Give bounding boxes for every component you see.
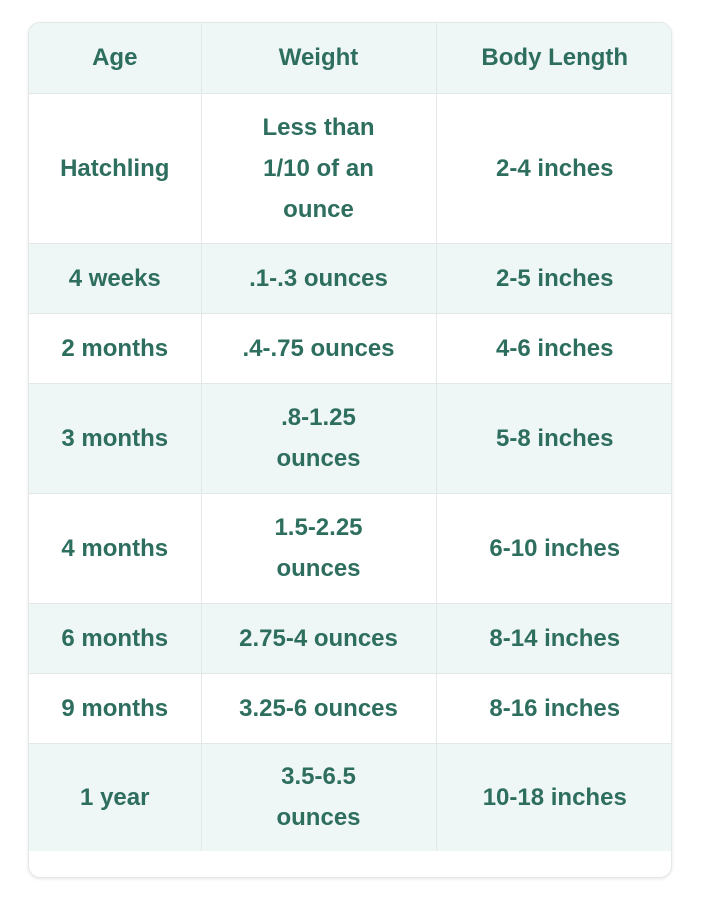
header-age: Age xyxy=(29,23,202,94)
cell-age: 4 months xyxy=(29,493,202,604)
table-row: 6 months 2.75-4 ounces 8-14 inches xyxy=(29,603,671,674)
cell-body-length: 2-5 inches xyxy=(436,243,671,314)
cell-age: 1 year xyxy=(29,743,202,851)
header-weight: Weight xyxy=(201,23,437,94)
cell-body-length: 8-16 inches xyxy=(436,673,671,744)
table-header: Age Weight Body Length xyxy=(29,23,671,94)
cell-body-length: 2-4 inches xyxy=(436,93,671,244)
cell-age: 2 months xyxy=(29,313,202,384)
growth-table: Age Weight Body Length Hatchling Less th… xyxy=(29,23,671,851)
table-row: 1 year 3.5-6.5 ounces 10-18 inches xyxy=(29,743,671,851)
cell-body-length: 4-6 inches xyxy=(436,313,671,384)
table-row: 2 months .4-.75 ounces 4-6 inches xyxy=(29,313,671,384)
cell-body-length: 10-18 inches xyxy=(482,783,627,811)
header-body-length: Body Length xyxy=(436,23,671,94)
growth-table-card: Age Weight Body Length Hatchling Less th… xyxy=(28,22,672,878)
cell-weight: 2.75-4 ounces xyxy=(201,603,437,674)
cell-body-length: 6-10 inches xyxy=(436,493,671,604)
cell-body-length: 5-8 inches xyxy=(436,383,671,494)
cell-age: 4 weeks xyxy=(29,243,202,314)
cell-weight: .8-1.25 ounces xyxy=(201,383,437,494)
cell-body-length: 8-14 inches xyxy=(436,603,671,674)
cell-weight: Less than 1/10 of an ounce xyxy=(201,93,437,244)
cell-weight: .1-.3 ounces xyxy=(201,243,437,314)
cell-weight: 3.5-6.5 ounces xyxy=(201,743,437,851)
table-row: Hatchling Less than 1/10 of an ounce 2-4… xyxy=(29,93,671,244)
cell-age: 3 months xyxy=(29,383,202,494)
table-row: 4 months 1.5-2.25 ounces 6-10 inches xyxy=(29,493,671,604)
table-body: Hatchling Less than 1/10 of an ounce 2-4… xyxy=(29,93,671,851)
cell-weight: .4-.75 ounces xyxy=(201,313,437,384)
cell-age: 9 months xyxy=(29,673,202,744)
table-row: 9 months 3.25-6 ounces 8-16 inches xyxy=(29,673,671,744)
table-row: 3 months .8-1.25 ounces 5-8 inches xyxy=(29,383,671,494)
cell-weight: 3.25-6 ounces xyxy=(201,673,437,744)
cell-age: Hatchling xyxy=(29,93,202,244)
header-row: Age Weight Body Length xyxy=(29,23,671,94)
cell-age: 6 months xyxy=(29,603,202,674)
cell-weight: 1.5-2.25 ounces xyxy=(201,493,437,604)
table-row: 4 weeks .1-.3 ounces 2-5 inches xyxy=(29,243,671,314)
